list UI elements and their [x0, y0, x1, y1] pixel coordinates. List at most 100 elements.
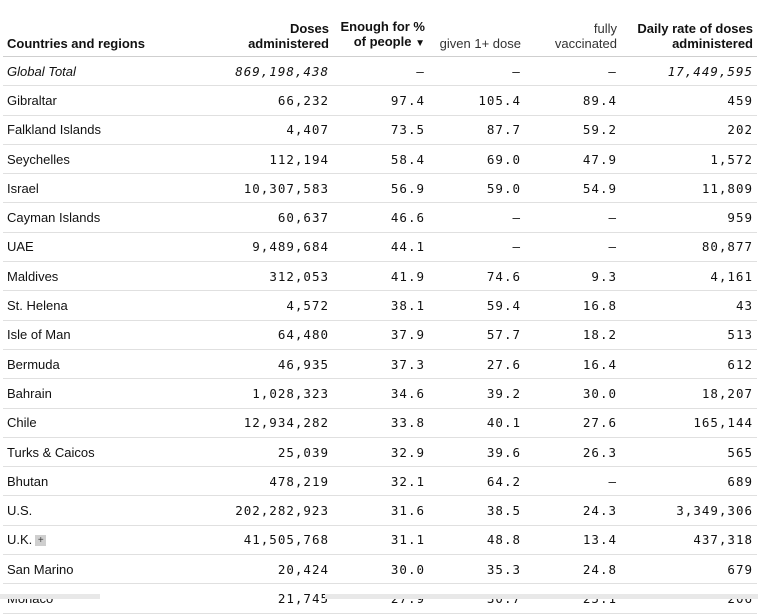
table-row: San Marino 20,424 30.0 35.3 24.8 679	[3, 554, 757, 585]
cell-enough: –	[333, 56, 429, 87]
cell-given: 57.7	[429, 320, 525, 350]
cell-daily: 202	[621, 115, 757, 145]
cell-doses: 478,219	[225, 466, 333, 497]
table-row: UAE 9,489,684 44.1– –80,877	[3, 232, 757, 263]
cell-daily: 43	[621, 290, 757, 321]
cell-fully: 13.4	[525, 525, 621, 556]
header-countries[interactable]: Countries and regions	[3, 0, 225, 57]
country-name: Cayman Islands	[3, 202, 225, 233]
cell-given: 39.2	[429, 378, 525, 409]
cell-enough: 34.6	[333, 378, 429, 409]
header-fully[interactable]: fully vaccinated	[525, 0, 621, 57]
cell-doses: 10,307,583	[225, 173, 333, 204]
cell-fully: 24.3	[525, 495, 621, 526]
table-row: Israel 10,307,583 56.9 59.0 54.9 11,809	[3, 173, 757, 204]
cell-doses: 12,934,282	[225, 408, 333, 438]
scrollbar-left[interactable]	[0, 594, 100, 599]
cell-given: 69.0	[429, 144, 525, 175]
cell-doses: 20,424	[225, 554, 333, 585]
cell-fully: 59.2	[525, 115, 621, 145]
cell-doses: 60,637	[225, 202, 333, 233]
country-label: U.K.	[7, 532, 33, 548]
country-label: UAE	[7, 239, 34, 255]
cell-doses: 312,053	[225, 261, 333, 292]
cell-daily: 17,449,595	[621, 56, 757, 87]
header-enough[interactable]: Enough for % of people ▼	[333, 0, 429, 57]
cell-doses: 112,194	[225, 144, 333, 175]
cell-doses: 46,935	[225, 349, 333, 380]
country-label: U.S.	[7, 503, 33, 519]
cell-enough: 46.6	[333, 202, 429, 233]
vaccine-table: Countries and regions Doses administered…	[3, 0, 757, 614]
cell-fully: 18.2	[525, 320, 621, 350]
cell-given: –	[429, 56, 525, 87]
table-row: Turks & Caicos 25,039 32.9 39.6 26.3 565	[3, 437, 757, 468]
cell-doses: 4,407	[225, 115, 333, 145]
cell-doses: 4,572	[225, 290, 333, 321]
sort-down-icon: ▼	[415, 38, 425, 49]
table-row: U.K. +41,505,768 31.1 48.8 13.4 437,318	[3, 525, 757, 556]
expand-plus-icon[interactable]: +	[35, 535, 47, 547]
header-daily[interactable]: Daily rate of doses administered	[621, 0, 757, 57]
cell-given: 35.3	[429, 554, 525, 585]
cell-fully: –	[525, 232, 621, 263]
cell-given: 59.0	[429, 173, 525, 204]
scrollbar-right[interactable]	[325, 594, 758, 599]
cell-enough: 97.4	[333, 85, 429, 116]
header-given[interactable]: given 1+ dose	[429, 0, 525, 57]
cell-fully: 54.9	[525, 173, 621, 204]
country-label: Cayman Islands	[7, 210, 101, 226]
cell-given: 59.4	[429, 290, 525, 321]
cell-given: 39.6	[429, 437, 525, 468]
cell-fully: 27.6	[525, 408, 621, 438]
table-row: U.S. 202,282,923 31.6 38.5 24.3 3,349,306	[3, 495, 757, 526]
cell-enough: 32.1	[333, 466, 429, 497]
country-label: Bahrain	[7, 385, 52, 401]
cell-enough: 73.5	[333, 115, 429, 145]
country-name: Falkland Islands	[3, 115, 225, 145]
cell-doses: 202,282,923	[225, 495, 333, 526]
country-label: Falkland Islands	[7, 122, 101, 138]
country-name: Chile	[3, 408, 225, 438]
cell-doses: 66,232	[225, 85, 333, 116]
country-name: Israel	[3, 173, 225, 204]
cell-given: 74.6	[429, 261, 525, 292]
table-row: Isle of Man 64,480 37.9 57.7 18.2 513	[3, 320, 757, 350]
table-row: Maldives 312,053 41.9 74.6 9.3 4,161	[3, 261, 757, 292]
table-row: Gibraltar 66,232 97.4 105.4 89.4 459	[3, 85, 757, 116]
country-label: Global Total	[7, 63, 76, 79]
country-name: U.S.	[3, 495, 225, 526]
cell-doses: 9,489,684	[225, 232, 333, 263]
cell-doses: 21,745	[225, 583, 333, 614]
cell-given: 38.5	[429, 495, 525, 526]
country-name: Turks & Caicos	[3, 437, 225, 468]
header-enough-label: Enough for % of people	[340, 19, 426, 49]
cell-enough: 32.9	[333, 437, 429, 468]
cell-given: –	[429, 232, 525, 263]
cell-enough: 31.1	[333, 525, 429, 556]
cell-enough: 37.3	[333, 349, 429, 380]
cell-enough: 58.4	[333, 144, 429, 175]
header-doses[interactable]: Doses administered	[225, 0, 333, 57]
country-label: Chile	[7, 415, 37, 431]
cell-enough: 37.9	[333, 320, 429, 350]
cell-enough: 56.9	[333, 173, 429, 204]
cell-daily: 4,161	[621, 261, 757, 292]
cell-doses: 869,198,438	[225, 56, 333, 87]
country-label: Bermuda	[7, 356, 60, 372]
cell-daily: 11,809	[621, 173, 757, 204]
country-label: Gibraltar	[7, 92, 57, 108]
country-name: San Marino	[3, 554, 225, 585]
country-label: Israel	[7, 180, 39, 196]
country-label: San Marino	[7, 561, 74, 577]
country-label: Bhutan	[7, 473, 49, 489]
cell-daily: 1,572	[621, 144, 757, 175]
cell-daily: 679	[621, 554, 757, 585]
cell-fully: 47.9	[525, 144, 621, 175]
cell-given: 105.4	[429, 85, 525, 116]
table-row: St. Helena 4,572 38.1 59.4 16.8 43	[3, 290, 757, 321]
cell-daily: 18,207	[621, 378, 757, 409]
cell-daily: 459	[621, 85, 757, 116]
cell-daily: 612	[621, 349, 757, 380]
table-row: Cayman Islands 60,637 46.6– –959	[3, 202, 757, 233]
